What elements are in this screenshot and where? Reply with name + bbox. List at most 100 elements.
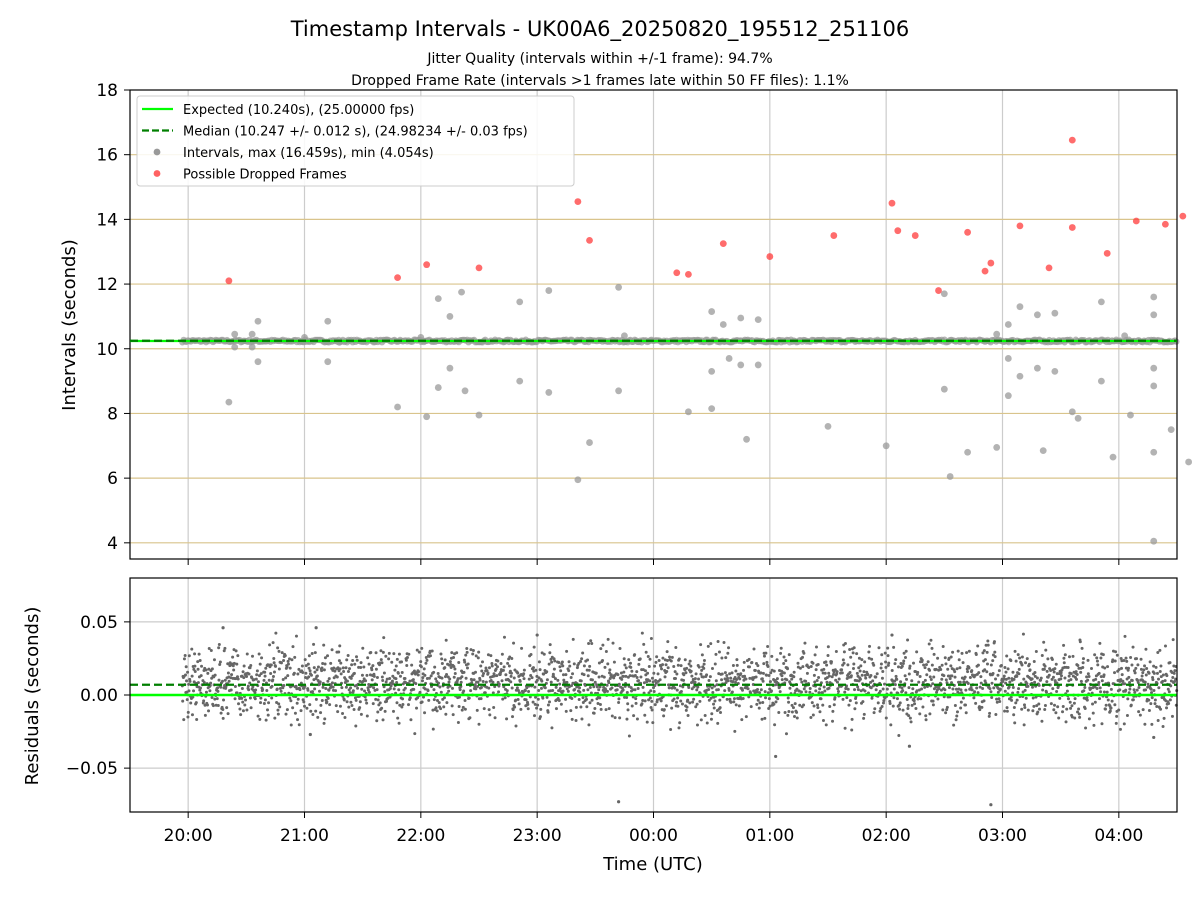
residual-point (872, 711, 876, 715)
residual-point (469, 689, 473, 693)
residual-point (785, 678, 789, 682)
residual-point (850, 728, 854, 732)
residual-point (1030, 677, 1034, 681)
residual-point (517, 691, 521, 695)
residual-point (464, 653, 468, 657)
residual-point (380, 706, 384, 710)
residual-point (196, 660, 200, 664)
residual-point (460, 675, 464, 679)
residual-point (210, 695, 214, 699)
residual-point (564, 697, 568, 701)
residual-point (901, 708, 905, 712)
residual-point (272, 661, 276, 665)
residual-point (697, 665, 701, 669)
interval-point (248, 343, 256, 351)
interval-point (754, 361, 762, 369)
residual-point (566, 689, 570, 693)
residual-point (651, 721, 655, 725)
residual-point (769, 671, 773, 675)
residual-point (936, 697, 940, 701)
residual-point (367, 690, 371, 694)
residual-point (533, 702, 537, 706)
residual-point (1031, 685, 1035, 689)
residual-point (196, 667, 200, 671)
residual-point (843, 641, 847, 645)
residual-point (543, 686, 547, 690)
residual-point (276, 712, 280, 716)
residual-point (342, 698, 346, 702)
intervals-grid (130, 90, 1177, 559)
residual-point (768, 680, 772, 684)
residual-point (1028, 668, 1032, 672)
residual-point (650, 699, 654, 703)
residual-point (440, 661, 444, 665)
interval-point (1097, 298, 1105, 306)
residual-point (319, 711, 323, 715)
residual-point (372, 686, 376, 690)
residual-point (884, 660, 888, 664)
residual-point (662, 714, 666, 718)
residual-point (992, 640, 996, 644)
residual-point (275, 687, 279, 691)
residual-point (292, 671, 296, 675)
residual-point (263, 670, 267, 674)
residual-point (1103, 666, 1107, 670)
residual-point (602, 675, 606, 679)
residuals-y-axis-label: Residuals (seconds) (22, 607, 43, 786)
residual-point (790, 710, 794, 714)
residual-point (984, 643, 988, 647)
residual-point (331, 685, 335, 689)
residual-point (468, 716, 472, 720)
residual-point (635, 676, 639, 680)
residual-point (943, 688, 947, 692)
residual-point (480, 660, 484, 664)
residual-point (625, 691, 629, 695)
residual-point (530, 676, 534, 680)
residual-point (584, 697, 588, 701)
residual-point (204, 690, 208, 694)
residual-point (500, 679, 504, 683)
residual-point (594, 671, 598, 675)
residual-point (438, 685, 442, 689)
residual-point (924, 718, 928, 722)
residual-point (892, 687, 896, 691)
residual-point (627, 658, 631, 662)
residual-point (930, 646, 934, 650)
residual-point (1002, 677, 1006, 681)
residual-point (216, 686, 220, 690)
residual-point (1151, 675, 1155, 679)
residual-point (1086, 678, 1090, 682)
residual-point (714, 679, 718, 683)
residual-point (963, 675, 967, 679)
residual-point (1005, 654, 1009, 658)
residual-point (400, 705, 404, 709)
residual-point (647, 691, 651, 695)
dropped-frame-point (719, 240, 727, 248)
residual-point (631, 688, 635, 692)
residual-point (459, 680, 463, 684)
residual-point (489, 654, 493, 658)
residual-point (1041, 688, 1045, 692)
residual-point (323, 662, 327, 666)
residual-point (1033, 674, 1037, 678)
residual-point (439, 652, 443, 656)
residual-point (529, 673, 533, 677)
residual-point (358, 706, 362, 710)
residual-point (766, 664, 770, 668)
residual-point (901, 689, 905, 693)
residual-point (826, 654, 830, 658)
residual-point (845, 696, 849, 700)
residual-point (1011, 670, 1015, 674)
residual-point (509, 671, 513, 675)
residual-point (1043, 664, 1047, 668)
residual-point (400, 660, 404, 664)
interval-point (1150, 382, 1158, 390)
interval-point (254, 317, 262, 325)
residual-point (264, 718, 268, 722)
residual-point (284, 712, 288, 716)
dropped-frame-point (394, 274, 401, 281)
residual-point (1021, 632, 1025, 636)
residual-point (1095, 656, 1099, 660)
interval-point (231, 343, 239, 351)
residual-point (311, 690, 315, 694)
